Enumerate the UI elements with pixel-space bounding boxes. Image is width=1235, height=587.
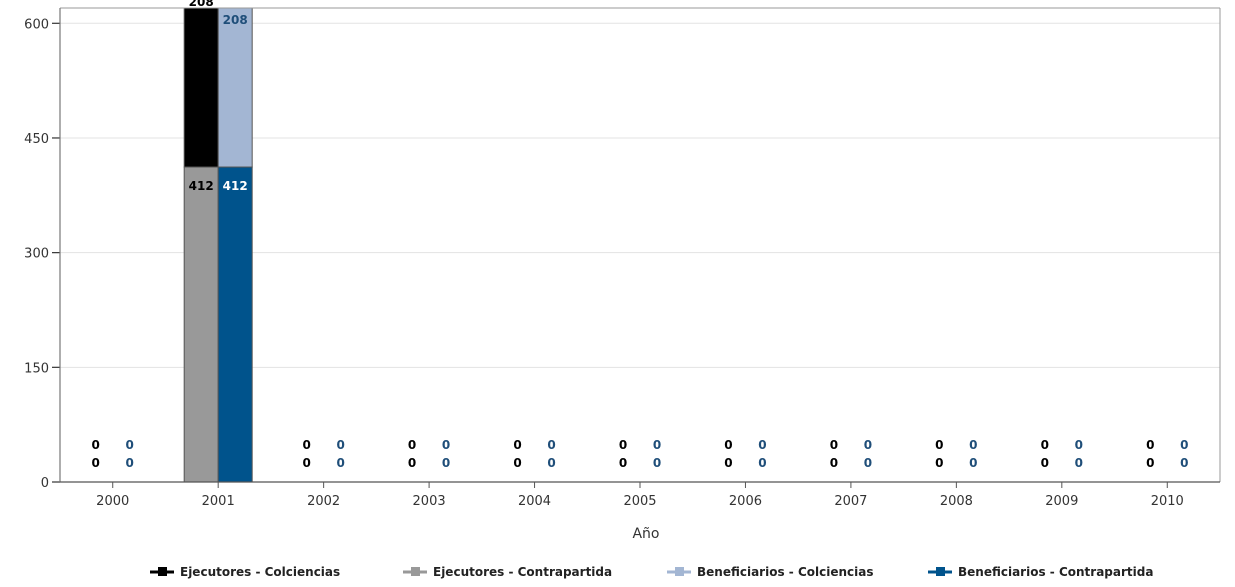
bar-segment bbox=[217, 166, 253, 483]
legend-swatch-marker bbox=[675, 567, 684, 576]
bar-data-label: 0 bbox=[758, 456, 766, 470]
bar-data-label: 208 bbox=[223, 13, 248, 27]
legend: Ejecutores - Colciencias Ejecutores - Con… bbox=[150, 565, 1153, 579]
x-tick-label: 2008 bbox=[940, 494, 973, 509]
legend-swatch-marker bbox=[936, 567, 945, 576]
legend-label: Ejecutores - Contrapartida bbox=[433, 565, 612, 579]
bar-data-label: 0 bbox=[126, 438, 134, 452]
bar-data-label: 0 bbox=[619, 456, 627, 470]
bar-data-label: 0 bbox=[92, 438, 100, 452]
x-tick-label: 2002 bbox=[307, 494, 340, 509]
y-tick-label: 0 bbox=[41, 476, 49, 491]
legend-swatch-marker bbox=[158, 567, 167, 576]
legend-label: Beneficiarios - Contrapartida bbox=[958, 565, 1153, 579]
bar-data-label: 208 bbox=[189, 0, 214, 9]
bar-data-label: 0 bbox=[513, 438, 521, 452]
bar-segment bbox=[183, 166, 219, 483]
x-tick-label: 2005 bbox=[623, 494, 656, 509]
bar-data-label: 0 bbox=[653, 438, 661, 452]
bar-data-label: 412 bbox=[223, 179, 248, 193]
bar-data-label: 0 bbox=[1041, 456, 1049, 470]
x-tick-label: 2009 bbox=[1045, 494, 1078, 509]
axes: 0 150 300 450 600 2000 2001 2002 2003 2004 2005 200… bbox=[24, 7, 1221, 509]
x-tick-label: 2010 bbox=[1151, 494, 1184, 509]
bar-data-label: 0 bbox=[724, 438, 732, 452]
legend-item[interactable]: Beneficiarios - Colciencias bbox=[667, 565, 873, 579]
bar-data-label: 0 bbox=[1075, 456, 1083, 470]
bar-data-label: 0 bbox=[442, 438, 450, 452]
bar-data-label: 0 bbox=[1075, 438, 1083, 452]
bar-data-label: 0 bbox=[126, 456, 134, 470]
y-tick-label: 450 bbox=[24, 132, 49, 147]
bar-data-label: 0 bbox=[92, 456, 100, 470]
bar-data-label: 0 bbox=[1180, 438, 1188, 452]
bar-data-label: 0 bbox=[864, 438, 872, 452]
legend-label: Beneficiarios - Colciencias bbox=[697, 565, 873, 579]
bar-data-label: 0 bbox=[408, 438, 416, 452]
bar-data-label: 0 bbox=[619, 438, 627, 452]
x-axis-title: Año bbox=[632, 526, 659, 542]
x-tick-label: 2001 bbox=[202, 494, 235, 509]
bar-data-label: 0 bbox=[1146, 456, 1154, 470]
bar-data-label: 412 bbox=[189, 179, 214, 193]
bar-data-label: 0 bbox=[935, 438, 943, 452]
bar-data-label: 0 bbox=[408, 456, 416, 470]
legend-item[interactable]: Ejecutores - Contrapartida bbox=[403, 565, 612, 579]
bar-data-label: 0 bbox=[547, 456, 555, 470]
bar-data-label: 0 bbox=[336, 438, 344, 452]
bar-data-label: 0 bbox=[1180, 456, 1188, 470]
bar-data-label: 0 bbox=[1146, 438, 1154, 452]
legend-label: Ejecutores - Colciencias bbox=[180, 565, 340, 579]
bar-data-label: 0 bbox=[653, 456, 661, 470]
y-tick-label: 300 bbox=[24, 247, 49, 262]
bar-segment bbox=[183, 7, 219, 168]
bar-data-label: 0 bbox=[302, 438, 310, 452]
bar-data-label: 0 bbox=[1041, 438, 1049, 452]
bar-data-label: 0 bbox=[724, 456, 732, 470]
bar-data-label: 0 bbox=[969, 456, 977, 470]
bar-data-label: 0 bbox=[969, 438, 977, 452]
bar-data-label: 0 bbox=[864, 456, 872, 470]
x-tick-label: 2007 bbox=[834, 494, 867, 509]
bars bbox=[183, 7, 253, 483]
legend-swatch-marker bbox=[411, 567, 420, 576]
bar-data-label: 0 bbox=[830, 438, 838, 452]
bar-data-label: 0 bbox=[513, 456, 521, 470]
bar-segment bbox=[217, 7, 253, 168]
y-tick-label: 600 bbox=[24, 17, 49, 32]
x-tick-label: 2004 bbox=[518, 494, 551, 509]
data-labels: 0 0 0 0 412 208 412 208 0 0 0 0 0 0 0 0 0 0 0 0 0 0 0 0 0 0 0 0 0 0 0 0… bbox=[92, 0, 1189, 470]
x-tick-label: 2006 bbox=[729, 494, 762, 509]
y-tick-label: 150 bbox=[24, 361, 49, 376]
x-tick-label: 2000 bbox=[96, 494, 129, 509]
legend-item[interactable]: Beneficiarios - Contrapartida bbox=[928, 565, 1153, 579]
bar-data-label: 0 bbox=[302, 456, 310, 470]
x-tick-label: 2003 bbox=[413, 494, 446, 509]
legend-item[interactable]: Ejecutores - Colciencias bbox=[150, 565, 340, 579]
bar-data-label: 0 bbox=[442, 456, 450, 470]
grid bbox=[60, 22, 1220, 368]
bar-data-label: 0 bbox=[830, 456, 838, 470]
bar-data-label: 0 bbox=[758, 438, 766, 452]
bar-data-label: 0 bbox=[547, 438, 555, 452]
bar-data-label: 0 bbox=[935, 456, 943, 470]
bar-data-label: 0 bbox=[336, 456, 344, 470]
